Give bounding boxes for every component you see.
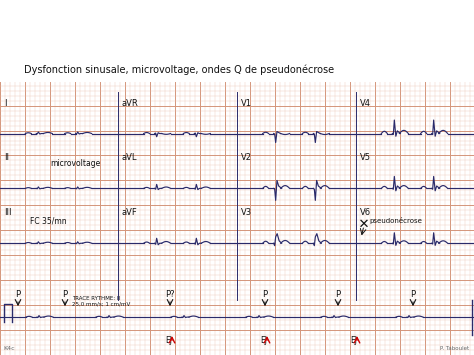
Text: pseudonécrose: pseudonécrose — [369, 217, 422, 224]
Text: P: P — [263, 290, 267, 299]
Text: V6: V6 — [360, 208, 371, 217]
Text: P: P — [410, 290, 416, 299]
Text: EJ: EJ — [165, 336, 172, 345]
Text: I: I — [4, 99, 7, 108]
Text: V5: V5 — [360, 153, 371, 163]
Text: K4c: K4c — [3, 346, 15, 351]
Text: aVL: aVL — [122, 153, 137, 163]
Text: V3: V3 — [241, 208, 252, 217]
Text: P: P — [16, 290, 20, 299]
Text: II: II — [4, 153, 9, 163]
Text: aVF: aVF — [122, 208, 138, 217]
Text: FC 35/mn: FC 35/mn — [30, 216, 67, 225]
Text: P. Taboulet: P. Taboulet — [440, 346, 469, 351]
Text: P: P — [63, 290, 68, 299]
Text: Dysfonction sinusale, microvoltage, ondes Q de pseudonécrose: Dysfonction sinusale, microvoltage, onde… — [24, 64, 334, 75]
Text: Amylose cardiaque: Amylose cardiaque — [88, 13, 386, 42]
Text: III: III — [4, 208, 11, 217]
Text: V4: V4 — [360, 99, 371, 108]
Text: V1: V1 — [241, 99, 252, 108]
Text: P?: P? — [165, 290, 175, 299]
Text: aVR: aVR — [122, 99, 139, 108]
Text: P: P — [336, 290, 340, 299]
Text: V2: V2 — [241, 153, 252, 163]
Text: TRACE RYTHME: II: TRACE RYTHME: II — [72, 296, 120, 301]
Text: EJ: EJ — [350, 336, 357, 345]
Text: EJ: EJ — [260, 336, 267, 345]
Text: 25,0 mm/s; 1 cm/mV: 25,0 mm/s; 1 cm/mV — [72, 301, 130, 306]
Text: microvoltage: microvoltage — [50, 159, 100, 169]
